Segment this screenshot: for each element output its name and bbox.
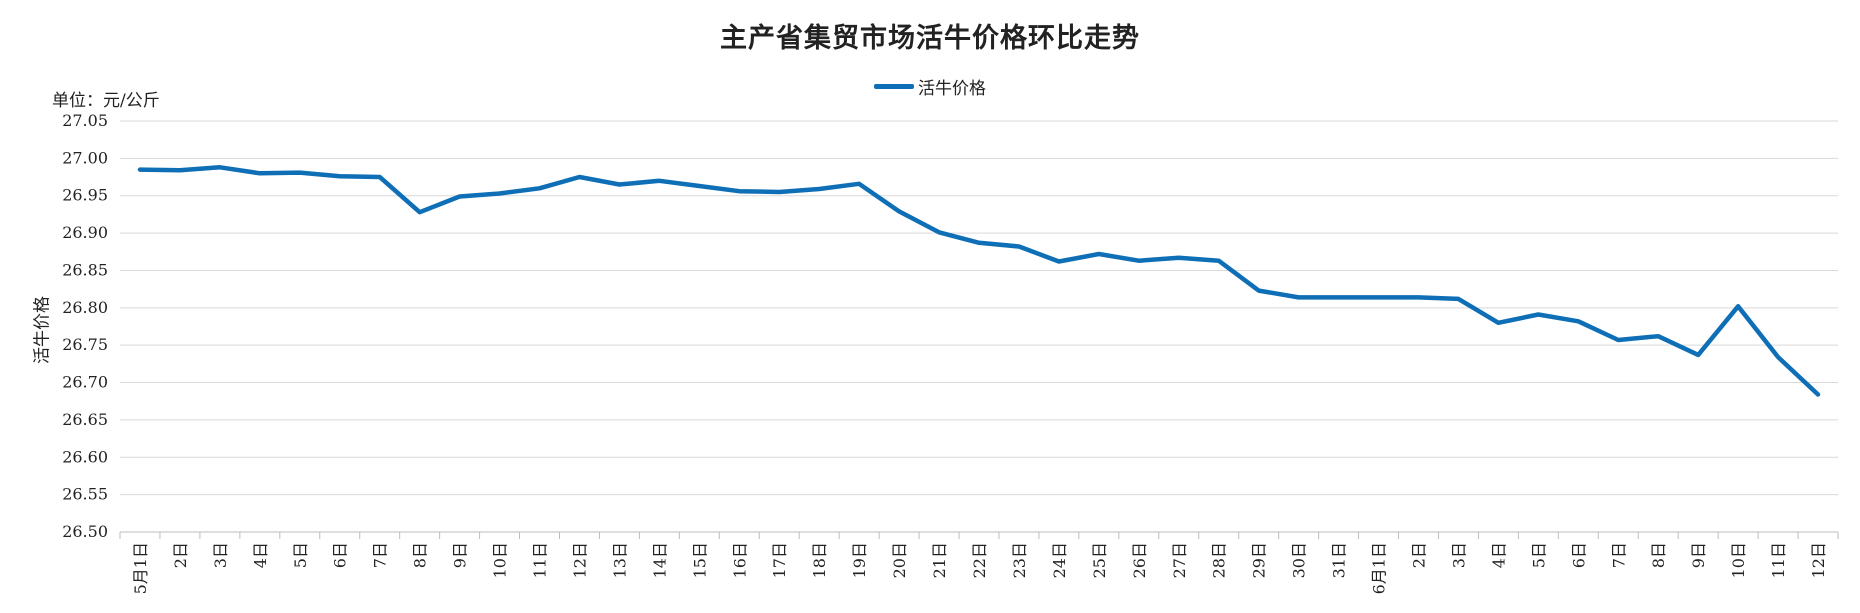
- x-tick-label: 12日: [570, 542, 589, 578]
- x-tick-label: 13日: [610, 542, 629, 578]
- x-tick-label: 6月1日: [1370, 542, 1389, 594]
- y-tick-label: 26.90: [62, 223, 108, 242]
- x-tick-label: 2日: [171, 542, 190, 568]
- y-tick-label: 26.70: [62, 373, 108, 392]
- x-tick-label: 11日: [1769, 542, 1788, 578]
- x-tick-label: 7日: [1609, 542, 1628, 568]
- x-tick-label: 5月1日: [131, 542, 150, 594]
- x-tick-label: 5日: [291, 542, 310, 568]
- x-tick-label: 31日: [1330, 542, 1349, 578]
- y-tick-label: 26.95: [62, 186, 108, 205]
- x-tick-label: 3日: [211, 542, 230, 568]
- x-tick-label: 11日: [531, 542, 550, 578]
- x-tick-label: 30日: [1290, 542, 1309, 578]
- chart-title: 主产省集贸市场活牛价格环比走势: [720, 23, 1140, 54]
- y-tick-label: 26.80: [62, 298, 108, 317]
- x-tick-label: 9日: [1689, 542, 1708, 568]
- x-tick-label: 16日: [730, 542, 749, 578]
- x-tick-label: 14日: [650, 542, 669, 578]
- x-tick-label: 12日: [1809, 542, 1828, 578]
- y-tick-label: 27.00: [62, 148, 108, 167]
- x-tick-label: 19日: [850, 542, 869, 578]
- legend-line-swatch: [874, 84, 914, 89]
- x-tick-label: 28日: [1210, 542, 1229, 578]
- y-tick-label: 26.60: [62, 447, 108, 466]
- x-tick-label: 3日: [1449, 542, 1468, 568]
- x-tick-label: 27日: [1170, 542, 1189, 578]
- y-tick-label: 26.55: [62, 485, 108, 504]
- x-tick-label: 5日: [1529, 542, 1548, 568]
- x-tick-label: 18日: [810, 542, 829, 578]
- x-tick-label: 10日: [491, 542, 510, 578]
- x-tick-label: 17日: [770, 542, 789, 578]
- x-tick-label: 6日: [1569, 542, 1588, 568]
- x-tick-label: 29日: [1250, 542, 1269, 578]
- x-tick-label: 7日: [371, 542, 390, 568]
- x-tick-label: 8日: [1649, 542, 1668, 568]
- x-tick-label: 21日: [930, 542, 949, 578]
- legend-label: 活牛价格: [918, 79, 986, 99]
- legend: 活牛价格: [874, 74, 986, 99]
- x-tick-label: 10日: [1729, 542, 1748, 578]
- series-line: [137, 165, 1821, 397]
- x-tick-label: 15日: [690, 542, 709, 578]
- x-tick-label: 4日: [1489, 542, 1508, 568]
- unit-label: 单位：元/公斤: [52, 91, 160, 111]
- y-tick-label: 26.65: [62, 410, 108, 429]
- x-tick-label: 9日: [451, 542, 470, 568]
- x-tick-label: 2日: [1409, 542, 1428, 568]
- y-tick-label: 26.75: [62, 335, 108, 354]
- x-tick-label: 22日: [970, 542, 989, 578]
- x-tick-label: 25日: [1090, 542, 1109, 578]
- x-tick-label: 23日: [1010, 542, 1029, 578]
- x-tick-label: 6日: [331, 542, 350, 568]
- x-tick-label: 20日: [890, 542, 909, 578]
- y-tick-label: 26.50: [62, 522, 108, 541]
- x-tick-label: 4日: [251, 542, 270, 568]
- x-tick-label: 8日: [411, 542, 430, 568]
- y-tick-label: 27.05: [62, 111, 108, 130]
- x-tick-label: 26日: [1130, 542, 1149, 578]
- y-tick-label: 26.85: [62, 260, 108, 279]
- x-tick-label: 24日: [1050, 542, 1069, 578]
